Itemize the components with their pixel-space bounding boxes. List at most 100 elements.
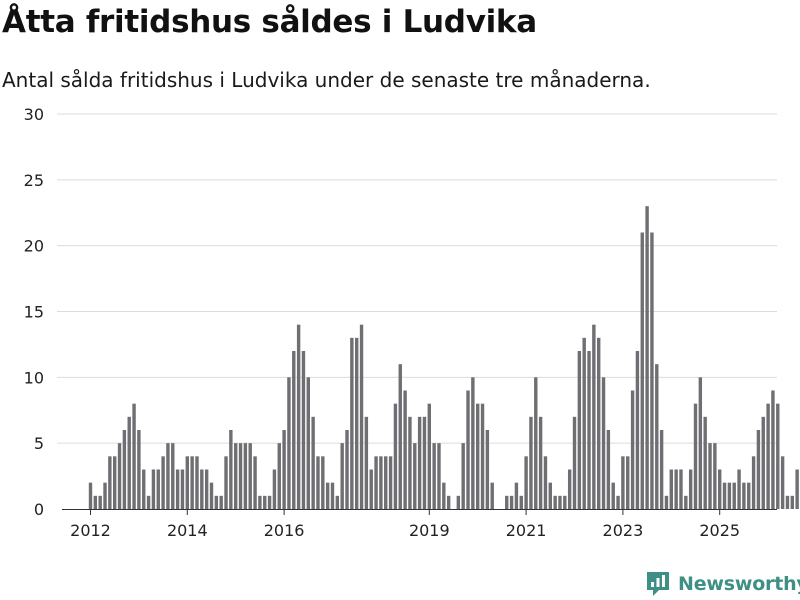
bar — [408, 416, 412, 509]
bar — [175, 469, 180, 509]
bars — [88, 206, 799, 509]
bar — [776, 403, 780, 509]
y-tick-label: 10 — [24, 368, 44, 387]
bar — [204, 469, 209, 509]
x-tick-label: 2019 — [409, 521, 450, 540]
bar — [505, 495, 509, 509]
bar — [737, 469, 741, 509]
bar — [509, 495, 514, 509]
bar — [432, 443, 436, 509]
bar — [296, 324, 301, 509]
bar — [98, 495, 102, 509]
x-tick-label: 2023 — [603, 521, 644, 540]
bar — [727, 482, 732, 509]
bar — [674, 469, 678, 509]
bar — [214, 495, 219, 509]
bar — [461, 443, 465, 509]
bar — [626, 456, 630, 509]
y-tick-label: 0 — [34, 500, 44, 519]
bar — [630, 390, 635, 509]
bar — [616, 495, 620, 509]
x-tick-label: 2014 — [167, 521, 208, 540]
bar — [340, 443, 344, 509]
bar — [292, 351, 296, 509]
bar — [321, 456, 325, 509]
bar — [747, 482, 751, 509]
y-tick-label: 15 — [24, 303, 44, 322]
bar — [161, 456, 165, 509]
bar — [185, 456, 189, 509]
bar — [238, 443, 243, 509]
x-tick-label: 2021 — [506, 521, 547, 540]
bar — [88, 482, 93, 509]
x-tick-label: 2012 — [70, 521, 111, 540]
bar — [355, 337, 359, 509]
bar — [267, 495, 272, 509]
bar — [156, 469, 160, 509]
bar — [485, 430, 490, 509]
bar — [572, 416, 577, 509]
bar — [388, 456, 393, 509]
bar — [790, 495, 794, 509]
bar — [398, 364, 402, 509]
bar — [466, 390, 470, 509]
bar — [403, 390, 407, 509]
bar — [703, 416, 707, 509]
bar — [538, 416, 543, 509]
bar — [592, 324, 596, 509]
bar — [325, 482, 330, 509]
bar — [316, 456, 320, 509]
bar — [180, 469, 185, 509]
bar — [437, 443, 441, 509]
chart-subtitle: Antal sålda fritidshus i Ludvika under d… — [2, 68, 651, 92]
bar — [713, 443, 717, 509]
bar — [587, 351, 591, 509]
bar — [301, 351, 306, 509]
bar — [693, 403, 698, 509]
bar — [422, 416, 427, 509]
bar — [335, 495, 340, 509]
bar — [359, 324, 364, 509]
bar — [287, 377, 291, 509]
x-tick-label: 2025 — [699, 521, 740, 540]
bar — [708, 443, 712, 509]
bar — [524, 456, 528, 509]
bar — [209, 482, 214, 509]
bar — [219, 495, 223, 509]
bar — [640, 232, 644, 509]
bar — [650, 232, 654, 509]
bar — [253, 456, 257, 509]
bar — [190, 456, 194, 509]
bar — [117, 443, 122, 509]
bar — [379, 456, 383, 509]
bar — [200, 469, 204, 509]
bar — [621, 456, 625, 509]
bar — [529, 416, 533, 509]
bar — [480, 403, 485, 509]
bar — [137, 430, 141, 509]
bar — [263, 495, 267, 509]
bar — [567, 469, 572, 509]
bar — [751, 456, 756, 509]
bar — [742, 482, 746, 509]
bar — [311, 416, 315, 509]
bar — [766, 403, 770, 509]
y-axis-ticks: 0 5 10 15 20 25 30 — [24, 105, 44, 519]
bar — [514, 482, 519, 509]
y-tick-label: 20 — [24, 237, 44, 256]
newsworthy-chart-icon — [647, 572, 669, 596]
bar — [718, 469, 722, 509]
bar — [442, 482, 446, 509]
bar — [558, 495, 562, 509]
bar — [272, 469, 277, 509]
bar — [553, 495, 557, 509]
bar — [635, 351, 640, 509]
bar — [151, 469, 156, 509]
bar — [417, 416, 422, 509]
newsworthy-logo: Newsworthy — [645, 569, 800, 599]
bar — [248, 443, 252, 509]
x-tick-label: 2016 — [264, 521, 305, 540]
bar — [306, 377, 310, 509]
gridlines — [57, 113, 777, 510]
bar — [732, 482, 736, 509]
